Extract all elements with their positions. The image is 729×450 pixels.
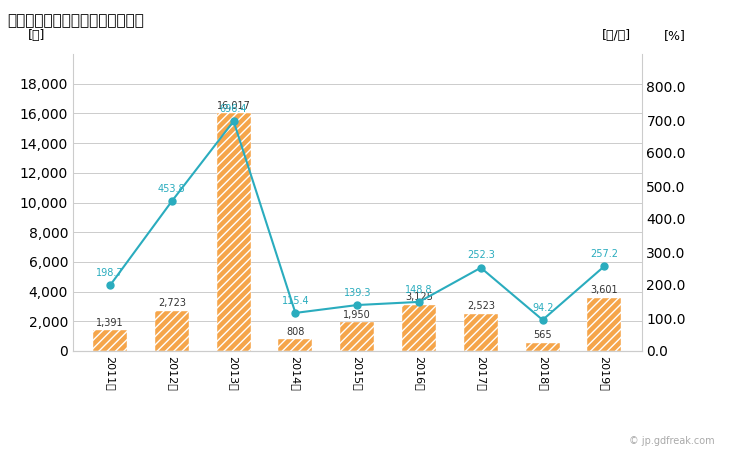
Text: 115.4: 115.4 bbox=[281, 296, 309, 306]
Bar bbox=[278, 339, 313, 351]
Text: 2,523: 2,523 bbox=[467, 302, 495, 311]
Bar bbox=[464, 314, 498, 351]
Text: 16,017: 16,017 bbox=[217, 101, 251, 111]
Bar bbox=[155, 310, 189, 351]
Bar bbox=[588, 297, 621, 351]
Text: 198.7: 198.7 bbox=[96, 268, 124, 278]
Text: 産業用建築物の床面積合計の推移: 産業用建築物の床面積合計の推移 bbox=[7, 14, 144, 28]
Text: 94.2: 94.2 bbox=[532, 303, 553, 313]
Text: [㎡/棟]: [㎡/棟] bbox=[601, 29, 631, 42]
Text: 257.2: 257.2 bbox=[590, 249, 618, 259]
Text: 1,391: 1,391 bbox=[96, 318, 124, 328]
Bar bbox=[526, 342, 560, 351]
Text: 696.4: 696.4 bbox=[220, 104, 247, 114]
Text: 148.8: 148.8 bbox=[405, 285, 433, 295]
Bar bbox=[402, 305, 436, 351]
Text: 1,950: 1,950 bbox=[343, 310, 371, 320]
Text: © jp.gdfreak.com: © jp.gdfreak.com bbox=[629, 436, 714, 446]
Text: [㎡]: [㎡] bbox=[28, 29, 44, 42]
Bar bbox=[93, 330, 127, 351]
Text: 2,723: 2,723 bbox=[157, 298, 186, 308]
Text: 3,601: 3,601 bbox=[590, 285, 618, 295]
Text: 3,125: 3,125 bbox=[405, 292, 433, 302]
Bar bbox=[217, 113, 251, 351]
Text: 565: 565 bbox=[534, 330, 552, 340]
Text: [%]: [%] bbox=[664, 29, 686, 42]
Text: 252.3: 252.3 bbox=[467, 251, 495, 261]
Text: 139.3: 139.3 bbox=[343, 288, 371, 298]
Text: 453.8: 453.8 bbox=[158, 184, 186, 194]
Text: 808: 808 bbox=[286, 327, 305, 337]
Bar bbox=[340, 322, 374, 351]
